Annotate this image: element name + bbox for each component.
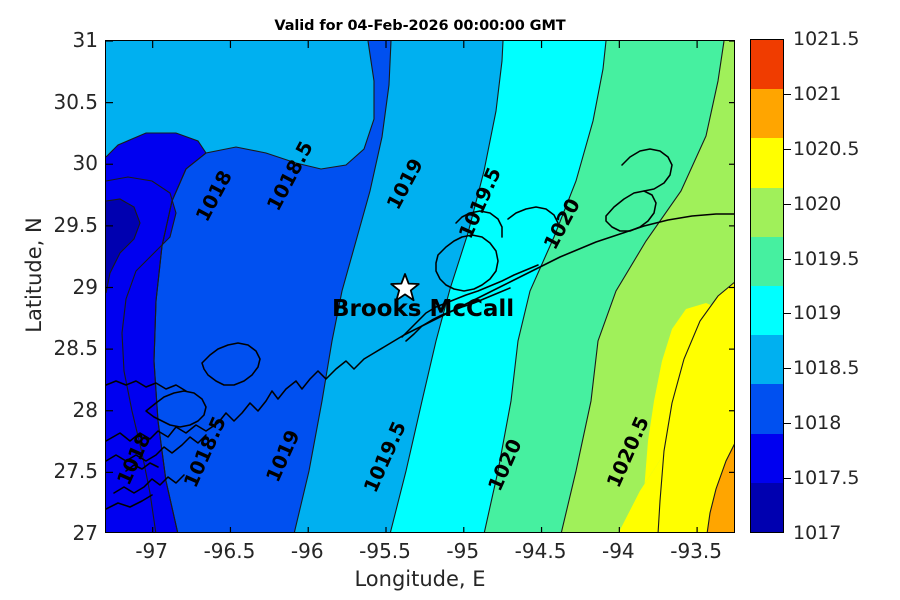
contour-field-svg — [106, 41, 734, 532]
colorbar-tick — [784, 93, 791, 95]
y-tick-label: 30.5 — [53, 89, 98, 114]
colorbar-tick-label: 1018 — [793, 412, 842, 435]
y-axis-title: Latitude, N — [22, 217, 46, 333]
colorbar-segment — [751, 236, 783, 287]
x-tick-label: -97 — [135, 539, 168, 563]
colorbar-tick — [784, 478, 791, 480]
y-tick-label: 31 — [72, 28, 98, 52]
colorbar-tick-label: 1021 — [793, 82, 842, 105]
colorbar-segment — [751, 482, 783, 533]
colorbar-tick-label: 1019 — [793, 302, 842, 325]
x-tick-label: -93.5 — [670, 539, 722, 563]
colorbar-tick — [784, 203, 791, 205]
filled-contour-bands — [106, 41, 734, 532]
colorbar-tick-label: 1017.5 — [793, 467, 860, 490]
x-tick-label: -96 — [290, 539, 324, 563]
x-tick-label: -95 — [446, 539, 480, 563]
chart-title: Valid for 04-Feb-2026 00:00:00 GMT — [274, 18, 566, 34]
contour-lines — [106, 41, 734, 532]
colorbar-segment — [751, 433, 783, 483]
colorbar-segment — [751, 40, 783, 90]
colorbar-tick-label: 1018.5 — [793, 357, 860, 380]
colorbar-tick-label: 1021.5 — [793, 28, 860, 50]
colorbar-tick-label: 1020.5 — [793, 137, 860, 160]
y-tick-label: 28.5 — [53, 336, 98, 361]
colorbar-segment — [751, 384, 783, 434]
y-tick-label: 29 — [72, 274, 98, 299]
x-tick-label: -94.5 — [514, 539, 567, 563]
y-tick-label: 27 — [72, 521, 98, 545]
colorbar-tick-label: 1019.5 — [793, 247, 860, 270]
colorbar-segment — [751, 286, 783, 336]
colorbar-tick — [784, 258, 791, 260]
colorbar-tick — [784, 313, 791, 315]
colorbar-tick-label: 1017 — [793, 522, 842, 544]
colorbar — [750, 39, 784, 533]
colorbar-tick-label: 1020 — [793, 192, 842, 215]
colorbar-segment — [751, 89, 783, 139]
colorbar-tick — [784, 368, 791, 370]
colorbar-segment — [751, 187, 783, 237]
colorbar-segment — [751, 138, 783, 188]
colorbar-tick — [784, 423, 791, 425]
x-tick-label: -94 — [601, 539, 635, 563]
y-tick-label: 29.5 — [53, 212, 98, 237]
station-label: Brooks McCall — [332, 296, 515, 322]
colorbar-segment — [751, 335, 783, 385]
y-tick-label: 27.5 — [53, 459, 98, 484]
x-tick-label: -95.5 — [359, 539, 411, 563]
x-tick-label: -96.5 — [203, 539, 256, 563]
coastline-geography — [106, 148, 734, 510]
contour-plot-area — [105, 40, 735, 533]
y-tick-label: 28 — [72, 397, 98, 422]
y-tick-label: 30 — [72, 151, 98, 176]
y-axis-tick-labels: 31 30.5 30 29.5 29 28.5 28 27.5 27 — [30, 0, 98, 600]
colorbar-tick — [784, 148, 791, 150]
x-axis-title: Longitude, E — [354, 567, 486, 591]
